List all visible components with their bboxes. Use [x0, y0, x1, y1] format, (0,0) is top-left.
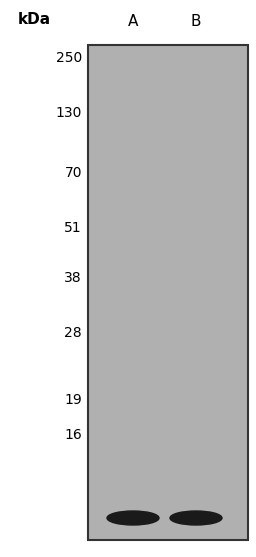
Text: A: A — [128, 14, 138, 30]
FancyBboxPatch shape — [88, 45, 248, 540]
Text: B: B — [191, 14, 201, 30]
Text: 16: 16 — [64, 428, 82, 442]
Text: 28: 28 — [64, 326, 82, 340]
Text: 70: 70 — [65, 166, 82, 180]
Text: kDa: kDa — [18, 12, 51, 27]
Ellipse shape — [107, 511, 159, 525]
Text: 19: 19 — [64, 393, 82, 407]
Text: 250: 250 — [56, 51, 82, 65]
Text: 51: 51 — [64, 221, 82, 235]
Text: 38: 38 — [64, 271, 82, 285]
Ellipse shape — [170, 511, 222, 525]
Text: 130: 130 — [56, 106, 82, 120]
